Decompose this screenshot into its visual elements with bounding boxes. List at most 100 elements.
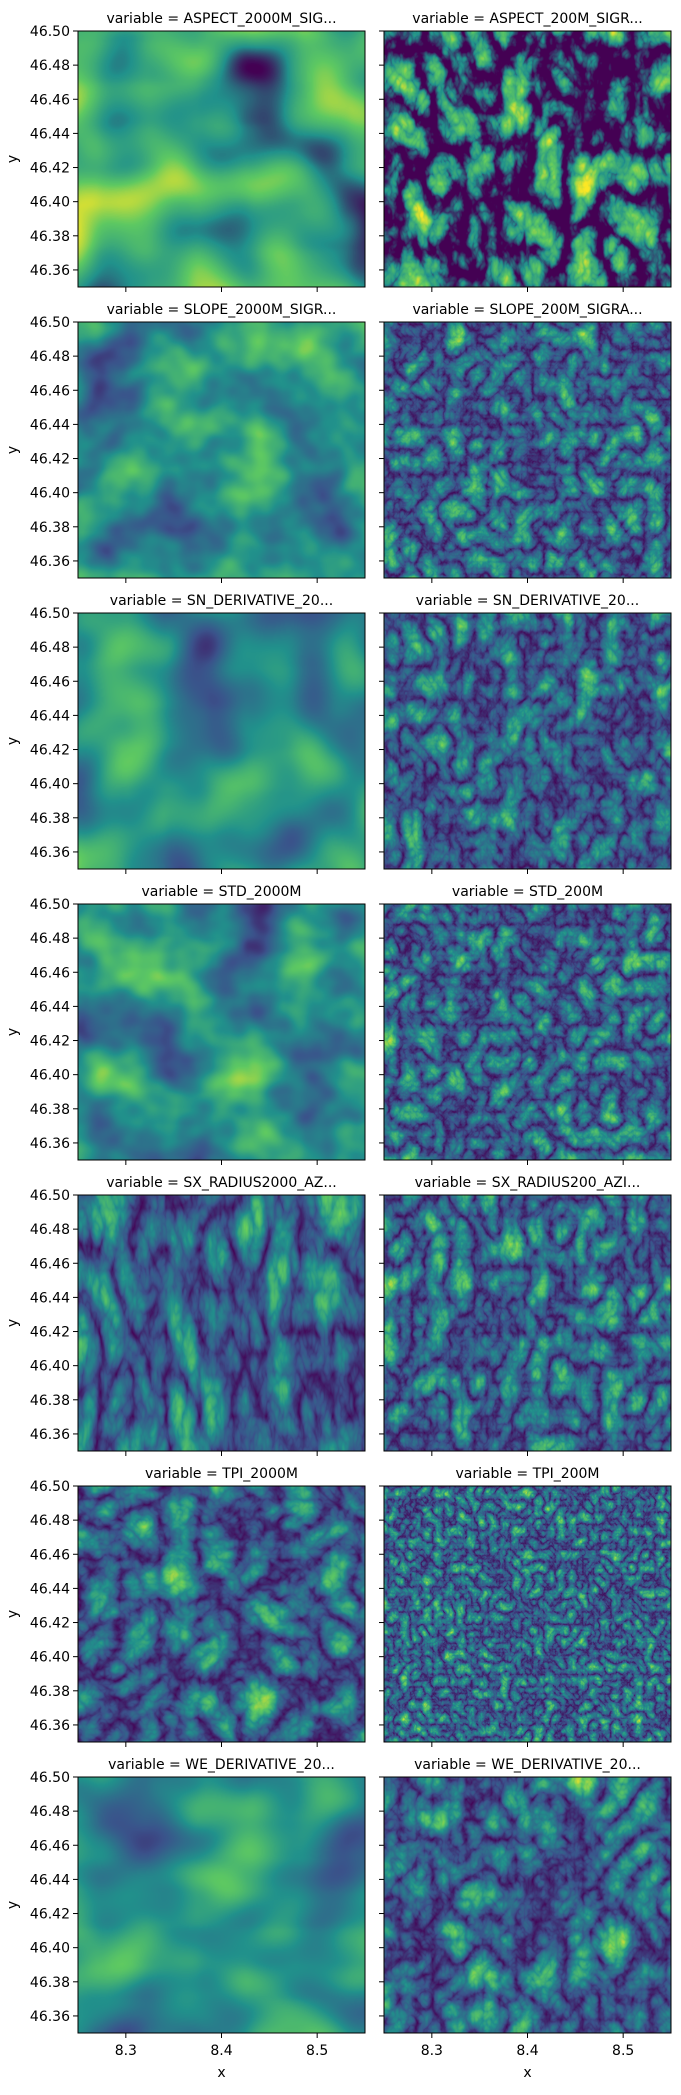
y-tick-label: 46.40 (30, 777, 70, 793)
y-tick-label: 46.42 (30, 452, 70, 468)
y-tick-label: 46.38 (30, 1393, 70, 1409)
y-tick-label: 46.50 (30, 1188, 70, 1204)
y-tick-label: 46.36 (30, 1136, 70, 1152)
facet-panel: variable = STD_2000M 46.36 46.38 46.40 46.42… (5, 884, 366, 1165)
y-tick-label: 46.40 (30, 1359, 70, 1375)
panel-title: variable = TPI_2000M (145, 1466, 298, 1482)
panel-title: variable = WE_DERIVATIVE_20... (414, 1757, 641, 1773)
y-tick-label: 46.46 (30, 1256, 70, 1272)
y-tick-label: 46.42 (30, 1034, 70, 1050)
x-tick-label: 8.4 (516, 2043, 538, 2059)
panel-title: variable = STD_2000M (141, 884, 301, 900)
y-tick-label: 46.36 (30, 554, 70, 570)
facet-panel: variable = STD_200M (379, 884, 672, 1165)
facet-panel: variable = SX_RADIUS200_AZI... (379, 1175, 672, 1456)
heatmap-raster (384, 31, 671, 287)
panel-title: variable = SLOPE_200M_SIGRA... (412, 302, 642, 318)
facet-panel: variable = WE_DERIVATIVE_20... 8.3 8.4 8.5 x (379, 1757, 672, 2081)
facet-panels: variable = ASPECT_2000M_SIG... 46.36 46.38… (5, 11, 672, 2081)
heatmap-raster (78, 31, 365, 287)
y-tick-label: 46.40 (30, 486, 70, 502)
y-tick-label: 46.42 (30, 1325, 70, 1341)
panel-title: variable = ASPECT_2000M_SIG... (106, 11, 336, 27)
facet-panel: variable = TPI_200M (379, 1466, 672, 1747)
y-tick-label: 46.50 (30, 606, 70, 622)
facet-panel: variable = ASPECT_200M_SIGR... (379, 11, 672, 292)
y-tick-label: 46.42 (30, 161, 70, 177)
y-tick-label: 46.40 (30, 1941, 70, 1957)
y-tick-label: 46.46 (30, 383, 70, 399)
y-tick-label: 46.38 (30, 1102, 70, 1118)
heatmap-raster (78, 322, 365, 578)
y-tick-label: 46.36 (30, 263, 70, 279)
panel-title: variable = SLOPE_2000M_SIGR... (107, 302, 337, 318)
y-tick-label: 46.44 (30, 417, 70, 433)
y-tick-label: 46.50 (30, 1770, 70, 1786)
y-tick-label: 46.46 (30, 92, 70, 108)
x-axis-label: x (217, 2065, 225, 2081)
y-axis-label: y (5, 737, 21, 745)
heatmap-raster (78, 1777, 365, 2033)
y-tick-label: 46.48 (30, 58, 70, 74)
panel-title: variable = ASPECT_200M_SIGR... (412, 11, 642, 27)
panel-title: variable = TPI_200M (455, 1466, 599, 1482)
panel-title: variable = SN_DERIVATIVE_20... (416, 593, 639, 609)
y-tick-label: 46.42 (30, 1616, 70, 1632)
y-tick-label: 46.38 (30, 229, 70, 245)
y-tick-label: 46.40 (30, 1650, 70, 1666)
heatmap-raster (384, 904, 671, 1160)
heatmap-raster (384, 1777, 671, 2033)
y-tick-label: 46.38 (30, 520, 70, 536)
heatmap-raster (384, 1486, 671, 1742)
y-tick-label: 46.48 (30, 1513, 70, 1529)
y-tick-label: 46.44 (30, 1290, 70, 1306)
y-tick-label: 46.42 (30, 1907, 70, 1923)
y-tick-label: 46.36 (30, 1427, 70, 1443)
y-tick-label: 46.48 (30, 640, 70, 656)
y-tick-label: 46.44 (30, 1581, 70, 1597)
panel-title: variable = SN_DERIVATIVE_20... (110, 593, 333, 609)
y-tick-label: 46.46 (30, 1838, 70, 1854)
facet-panel: variable = SLOPE_200M_SIGRA... (379, 302, 672, 583)
x-tick-label: 8.3 (421, 2043, 443, 2059)
heatmap-raster (78, 1486, 365, 1742)
y-tick-label: 46.38 (30, 1975, 70, 1991)
y-axis-label: y (5, 1028, 21, 1036)
x-axis-label: x (523, 2065, 531, 2081)
x-tick-label: 8.3 (115, 2043, 137, 2059)
y-tick-label: 46.50 (30, 315, 70, 331)
y-tick-label: 46.44 (30, 1872, 70, 1888)
x-tick-label: 8.4 (210, 2043, 232, 2059)
facet-panel: variable = SLOPE_2000M_SIGR... 46.36 46.38… (5, 302, 366, 583)
facet-panel: variable = WE_DERIVATIVE_20... 46.36 46.38… (5, 1757, 366, 2081)
y-tick-label: 46.42 (30, 743, 70, 759)
facet-panel: variable = SN_DERIVATIVE_20... 46.36 46.38… (5, 593, 366, 874)
heatmap-raster (78, 1195, 365, 1451)
y-tick-label: 46.36 (30, 2009, 70, 2025)
x-tick-label: 8.5 (612, 2043, 634, 2059)
y-tick-label: 46.46 (30, 1547, 70, 1563)
facet-panel: variable = SX_RADIUS2000_AZ... 46.36 46.38… (5, 1175, 366, 1456)
y-tick-label: 46.44 (30, 708, 70, 724)
y-tick-label: 46.40 (30, 195, 70, 211)
y-tick-label: 46.50 (30, 897, 70, 913)
y-tick-label: 46.48 (30, 1804, 70, 1820)
x-tick-label: 8.5 (306, 2043, 328, 2059)
y-axis-label: y (5, 446, 21, 454)
y-tick-label: 46.40 (30, 1068, 70, 1084)
facet-panel: variable = ASPECT_2000M_SIG... 46.36 46.38… (5, 11, 366, 292)
facet-panel: variable = TPI_2000M 46.36 46.38 46.40 46.42… (5, 1466, 366, 1747)
y-axis-label: y (5, 1319, 21, 1327)
panel-title: variable = SX_RADIUS2000_AZ... (106, 1175, 337, 1191)
y-tick-label: 46.44 (30, 999, 70, 1015)
y-tick-label: 46.36 (30, 1718, 70, 1734)
y-tick-label: 46.44 (30, 126, 70, 142)
y-tick-label: 46.46 (30, 965, 70, 981)
panel-title: variable = WE_DERIVATIVE_20... (108, 1757, 335, 1773)
y-tick-label: 46.48 (30, 931, 70, 947)
heatmap-raster (78, 613, 365, 869)
y-tick-label: 46.50 (30, 1479, 70, 1495)
y-axis-label: y (5, 1610, 21, 1618)
y-axis-label: y (5, 1901, 21, 1909)
